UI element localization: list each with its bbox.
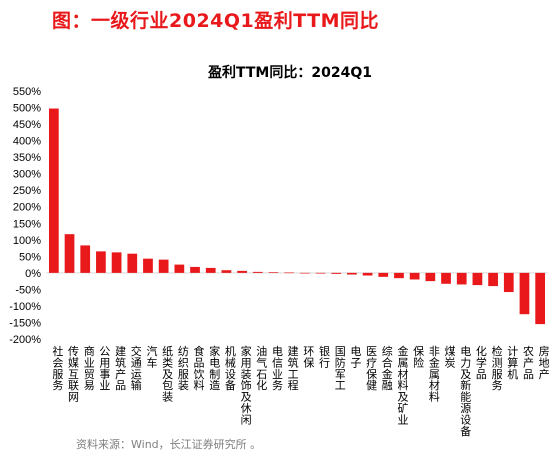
bar — [519, 272, 530, 315]
bar — [64, 234, 75, 273]
bars — [48, 108, 546, 325]
bar — [362, 272, 373, 276]
y-tick-label: 300% — [13, 169, 41, 181]
bar — [190, 266, 200, 273]
bar — [174, 264, 185, 273]
figure-title: 图：一级行业2024Q1盈利TTM同比 — [52, 10, 380, 32]
bar — [488, 272, 498, 287]
x-tick-label: 纺织服装 — [178, 344, 189, 392]
x-tick-label: 交通运输 — [131, 344, 142, 392]
y-tick-label: 500% — [13, 103, 41, 115]
bar — [394, 272, 404, 279]
bar — [237, 270, 247, 273]
chart-title: 盈利TTM同比：2024Q1 — [207, 64, 372, 81]
x-tick-label: 电信业务 — [272, 345, 283, 392]
x-tick-label: 金属材料及矿业 — [397, 344, 408, 426]
x-tick-label: 油气石化 — [256, 344, 267, 392]
bar — [331, 272, 342, 274]
bar — [221, 270, 232, 273]
y-tick-label: 200% — [13, 202, 41, 214]
y-tick-label: 0% — [25, 268, 41, 280]
x-tick-label: 国防军工 — [335, 345, 346, 392]
bar — [48, 108, 59, 273]
x-tick-label: 医疗保健 — [366, 345, 377, 392]
y-tick-label: -100% — [9, 301, 41, 313]
bar — [441, 272, 451, 284]
x-tick-label: 公用事业 — [99, 345, 110, 392]
bar — [425, 272, 436, 282]
bar — [96, 251, 106, 273]
y-tick-label: 100% — [13, 235, 41, 247]
x-tick-label: 汽车 — [146, 344, 157, 369]
bar — [158, 259, 169, 273]
x-tick-label: 建筑工程 — [288, 344, 299, 392]
bar — [503, 272, 514, 293]
x-tick-label: 商业贸易 — [84, 344, 95, 392]
bar — [143, 258, 153, 273]
bar — [268, 272, 279, 273]
bar — [347, 272, 357, 275]
x-tick-label: 化学品 — [476, 344, 487, 381]
bar — [535, 272, 546, 325]
bar — [111, 252, 122, 273]
x-tick-label: 环保 — [303, 345, 314, 369]
y-tick-label: 250% — [13, 185, 41, 197]
y-tick-label: 450% — [13, 119, 41, 131]
y-axis: -200% -150% -100% -50% 0% 50% 100% 150% 200% 250%… — [9, 86, 548, 346]
bar — [472, 272, 483, 286]
bar — [284, 272, 295, 274]
bar — [127, 253, 138, 273]
x-tick-label: 机械设备 — [225, 344, 236, 392]
x-tick-label: 银行 — [319, 344, 330, 369]
x-tick-label: 农产品 — [523, 344, 534, 381]
y-tick-label: 350% — [13, 152, 41, 164]
y-tick-label: -200% — [9, 334, 41, 346]
x-tick-label: 房地产 — [539, 345, 550, 381]
x-tick-label: 电子 — [350, 345, 361, 369]
y-tick-label: 150% — [13, 218, 41, 230]
y-tick-label: 50% — [19, 251, 41, 263]
y-tick-label: 400% — [13, 136, 41, 148]
x-tick-label: 保险 — [413, 344, 424, 369]
bar — [205, 267, 216, 273]
y-tick-label: -150% — [9, 317, 41, 329]
y-tick-label: -50% — [15, 284, 41, 296]
bar — [409, 272, 420, 280]
x-tick-label: 检测服务 — [492, 344, 503, 392]
x-tick-label: 家电制造 — [209, 344, 220, 392]
bar — [456, 272, 467, 285]
bar — [378, 272, 389, 277]
x-tick-label: 家用装饰及休闲 — [241, 344, 252, 426]
x-axis-labels: 社会服务传媒互联网商业贸易公用事业建筑产品交通运输汽车纸类及包装纺织服装食品饮料… — [52, 344, 549, 438]
x-tick-label: 建筑产品 — [115, 344, 126, 392]
source-note: 资料来源：Wind，长江证券研究所 。 — [76, 438, 262, 451]
bar — [80, 245, 91, 273]
bar — [315, 272, 326, 274]
bar — [252, 271, 263, 273]
x-tick-label: 电力及新能源设备 — [460, 345, 471, 438]
x-tick-label: 传媒互联网 — [68, 345, 79, 404]
x-tick-label: 综合金融 — [382, 344, 393, 392]
x-tick-label: 食品饮料 — [194, 344, 205, 392]
x-tick-label: 计算机 — [507, 345, 518, 381]
x-tick-label: 煤炭 — [445, 345, 456, 369]
x-tick-label: 纸类及包装 — [162, 345, 173, 404]
y-tick-label: 550% — [13, 86, 41, 98]
x-tick-label: 社会服务 — [52, 344, 63, 392]
bar — [299, 272, 310, 274]
x-tick-label: 非金属材料 — [429, 345, 440, 404]
